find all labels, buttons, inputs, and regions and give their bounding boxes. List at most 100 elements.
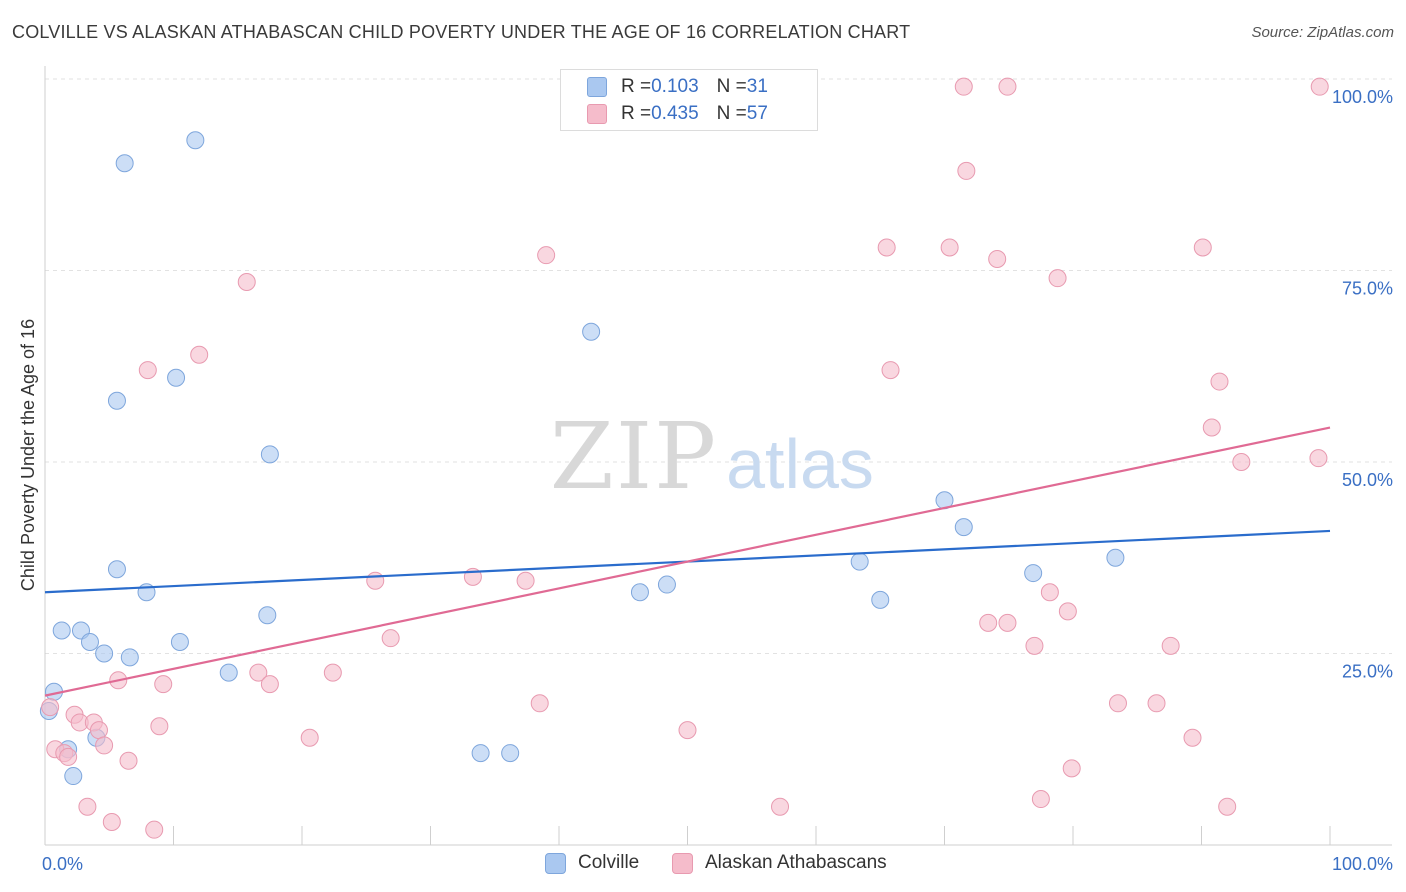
point-athabascan-17: [190, 345, 209, 364]
point-colville-25: [850, 552, 869, 571]
point-athabascan-15: [150, 717, 169, 736]
point-colville-16: [186, 131, 205, 150]
point-athabascan-45: [1062, 759, 1081, 778]
point-athabascan-39: [998, 613, 1017, 632]
point-athabascan-16: [154, 675, 173, 694]
legend-swatch-colville: [545, 852, 566, 874]
trend-line-athabascan: [44, 426, 1331, 697]
watermark-atlas: atlas: [726, 425, 874, 503]
point-athabascan-44: [1058, 602, 1077, 621]
stats-legend: R = 0.103 N = 31 R = 0.435 N = 57: [560, 69, 818, 131]
chart-title: COLVILLE VS ALASKAN ATHABASCAN CHILD POV…: [12, 22, 911, 42]
point-colville-11: [115, 154, 134, 173]
point-athabascan-54: [1232, 453, 1251, 471]
point-athabascan-51: [1202, 418, 1221, 437]
legend-item-athabascan[interactable]: Alaskan Athabascans: [672, 852, 887, 874]
legend-swatch-colville: [587, 77, 607, 97]
point-athabascan-53: [1218, 797, 1237, 816]
trend-lines: [44, 426, 1331, 697]
r-value: 0.435: [651, 103, 699, 124]
point-athabascan-38: [998, 77, 1017, 96]
axes: [44, 66, 1392, 846]
point-athabascan-55: [1309, 449, 1328, 468]
grid-lines: [45, 78, 1392, 654]
point-athabascan-18: [237, 272, 256, 291]
r-value: 0.103: [651, 76, 699, 97]
legend-item-colville[interactable]: Colville: [545, 852, 639, 874]
stats-row-athabascan: R = 0.435 N = 57: [587, 102, 768, 126]
point-athabascan-34: [954, 77, 973, 96]
legend-label-colville: Colville: [578, 852, 640, 873]
watermark: ZIP atlas: [550, 403, 874, 510]
point-athabascan-8: [89, 721, 108, 740]
source-label: Source: ZipAtlas.com: [1251, 24, 1394, 41]
point-athabascan-41: [1031, 790, 1050, 809]
y-tick-label-1: 50.0%: [1342, 470, 1393, 490]
stats-row-colville: R = 0.103 N = 31: [587, 75, 768, 99]
point-athabascan-26: [516, 571, 535, 590]
point-colville-18: [258, 606, 277, 625]
point-colville-14: [167, 368, 186, 387]
point-athabascan-20: [260, 675, 279, 694]
point-colville-24: [657, 575, 676, 594]
point-athabascan-50: [1193, 238, 1212, 257]
x-tick-label-1: 100.0%: [1332, 854, 1393, 874]
point-athabascan-52: [1210, 372, 1229, 391]
point-athabascan-46: [1108, 694, 1127, 713]
n-value: 31: [746, 76, 768, 97]
point-athabascan-23: [366, 571, 385, 590]
point-athabascan-10: [102, 813, 121, 832]
point-athabascan-42: [1040, 583, 1059, 602]
point-colville-8: [95, 644, 114, 663]
y-tick-label-2: 75.0%: [1342, 279, 1393, 299]
y-tick-label-0: 25.0%: [1342, 662, 1393, 682]
point-athabascan-14: [145, 820, 164, 839]
point-athabascan-12: [119, 751, 138, 770]
x-tick-label-0: 0.0%: [42, 854, 83, 874]
n-label: N =: [716, 76, 747, 97]
point-colville-23: [630, 583, 649, 602]
point-athabascan-19: [249, 663, 268, 682]
y-tick-label-3: 100.0%: [1332, 87, 1393, 107]
point-colville-15: [170, 633, 189, 652]
point-athabascan-56: [1310, 77, 1329, 96]
point-colville-19: [260, 445, 279, 464]
point-athabascan-24: [381, 629, 400, 648]
point-athabascan-32: [881, 361, 900, 380]
legend-swatch-athabascan: [587, 104, 607, 124]
point-athabascan-33: [940, 238, 959, 257]
point-athabascan-0: [41, 698, 60, 717]
point-athabascan-9: [95, 736, 114, 755]
point-colville-4: [64, 767, 83, 786]
point-athabascan-27: [530, 694, 549, 713]
point-athabascan-28: [537, 246, 556, 265]
point-colville-17: [219, 663, 238, 682]
point-colville-9: [107, 560, 126, 579]
point-athabascan-35: [957, 161, 976, 180]
point-athabascan-3: [59, 747, 78, 766]
point-colville-6: [80, 633, 99, 652]
tick-labels: 25.0% 50.0% 75.0% 100.0% 0.0% 100.0%: [42, 87, 1393, 874]
point-athabascan-49: [1183, 728, 1202, 747]
point-colville-22: [582, 322, 601, 341]
series-legend: Colville Alaskan Athabascans: [0, 852, 1406, 878]
data-points: [39, 77, 1329, 839]
legend-label-athabascan: Alaskan Athabascans: [705, 852, 887, 873]
watermark-zip: ZIP: [550, 403, 718, 510]
point-athabascan-21: [300, 728, 319, 747]
point-colville-20: [471, 744, 490, 763]
point-athabascan-6: [78, 797, 97, 816]
point-colville-2: [52, 621, 71, 640]
point-athabascan-37: [988, 250, 1007, 269]
r-label: R =: [621, 76, 652, 97]
point-athabascan-13: [138, 361, 157, 380]
point-athabascan-22: [323, 663, 342, 682]
point-colville-30: [1106, 548, 1125, 567]
point-athabascan-40: [1025, 636, 1044, 655]
point-athabascan-47: [1147, 694, 1166, 713]
point-athabascan-43: [1048, 269, 1067, 288]
point-athabascan-29: [678, 721, 697, 740]
point-colville-21: [501, 744, 520, 763]
y-axis-label: Child Poverty Under the Age of 16: [18, 319, 38, 591]
